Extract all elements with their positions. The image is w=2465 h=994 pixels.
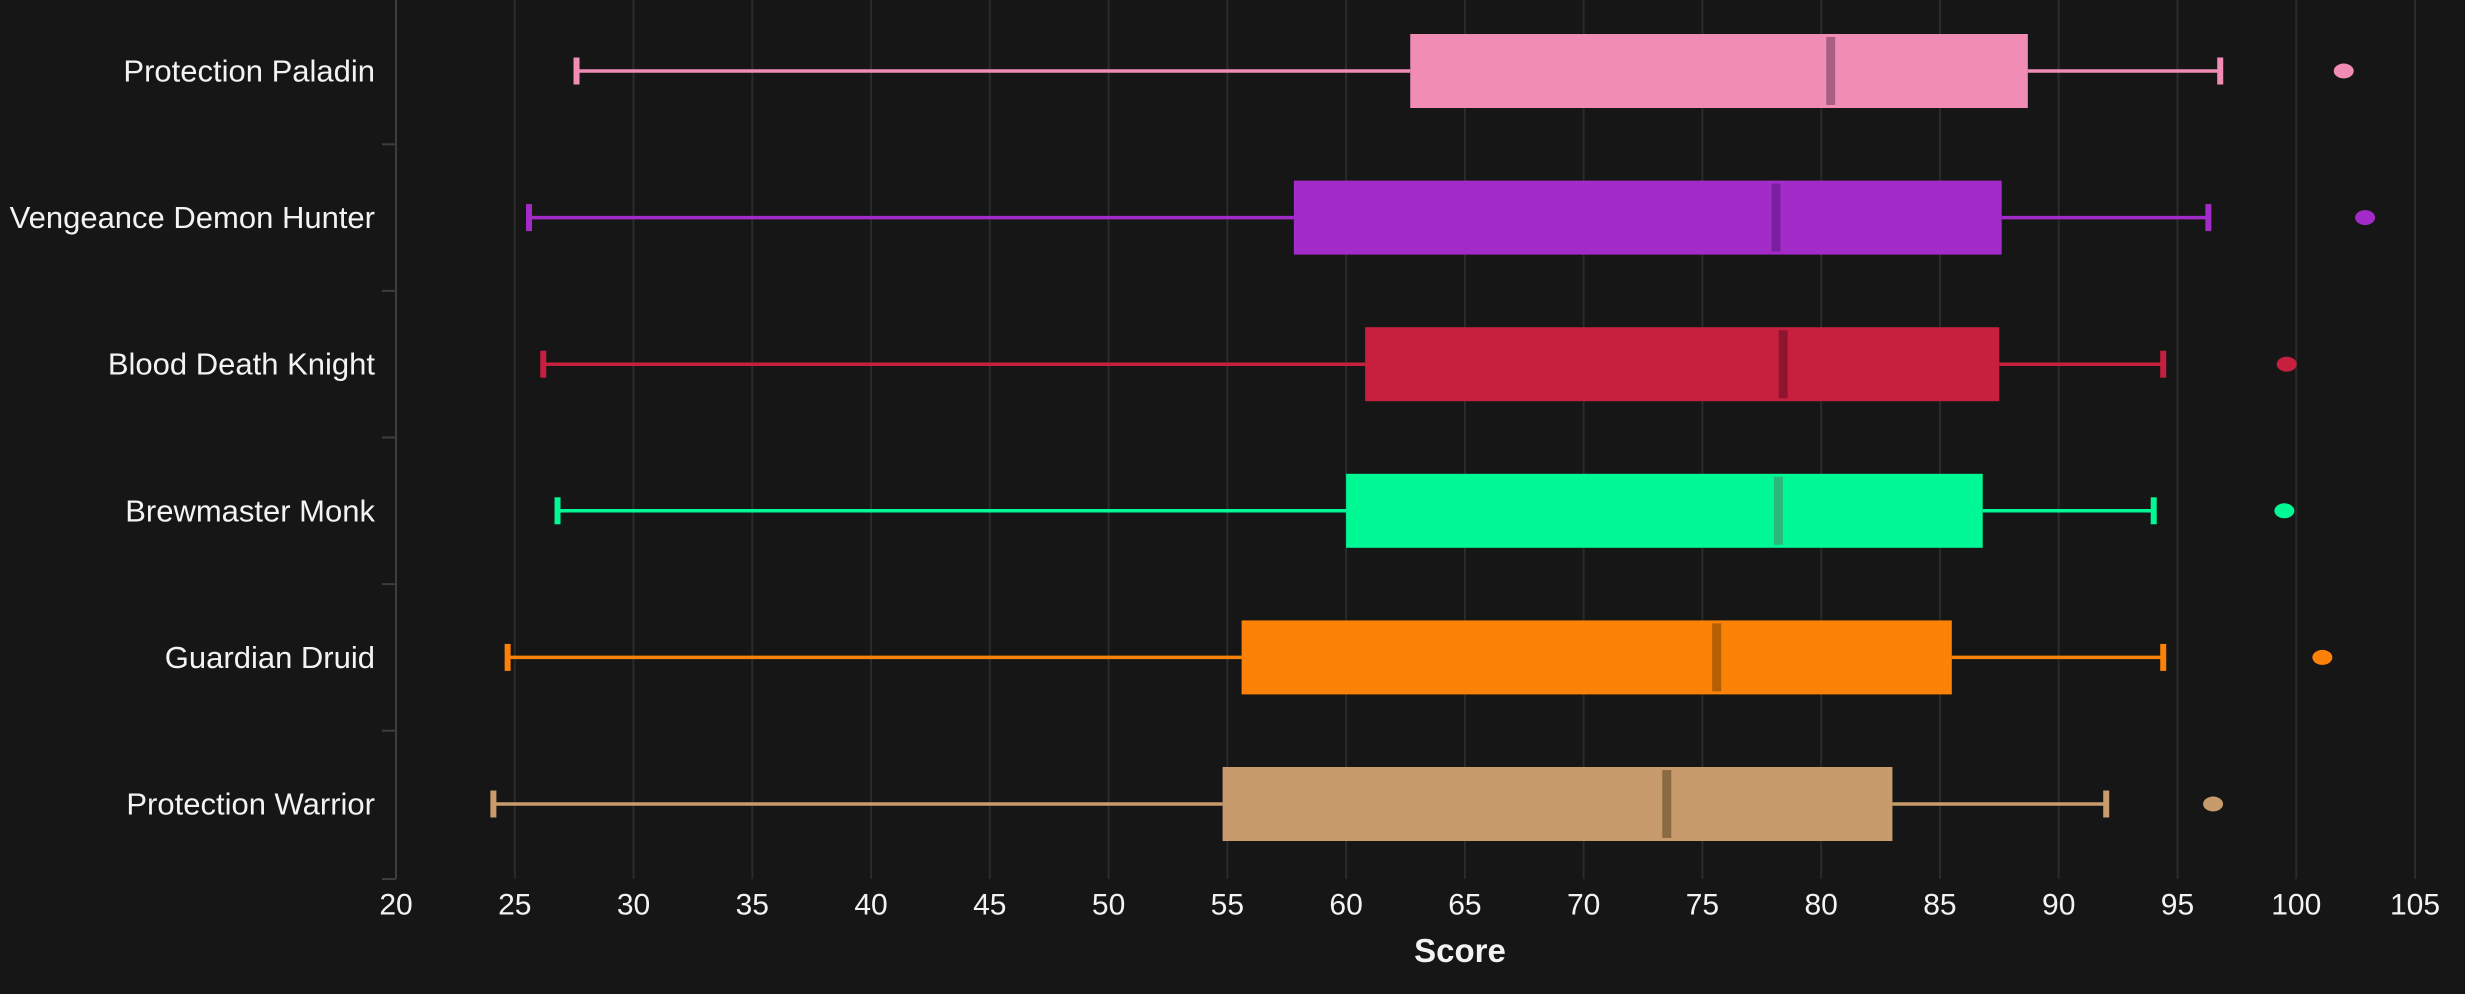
x-tick-label: 50: [1092, 889, 1125, 922]
x-tick-label: 80: [1804, 889, 1837, 922]
box: [1241, 620, 1952, 695]
x-tick-label: 95: [2161, 889, 2194, 922]
outlier-dot: [2276, 356, 2297, 372]
category-label: Blood Death Knight: [108, 347, 376, 382]
x-tick-label: 105: [2390, 889, 2440, 922]
outlier-dot: [2312, 649, 2333, 665]
box: [1346, 473, 1983, 548]
x-tick-label: 100: [2271, 889, 2321, 922]
x-tick-label: 40: [854, 889, 887, 922]
outlier-dot: [2355, 210, 2376, 226]
box: [1293, 180, 2002, 255]
x-tick-label: 35: [736, 889, 769, 922]
outlier-dot: [2333, 63, 2354, 79]
x-axis-title: Score: [1414, 932, 1506, 969]
x-tick-label: 30: [617, 889, 650, 922]
x-tick-label: 85: [1923, 889, 1956, 922]
box: [1410, 34, 2028, 108]
x-tick-label: 55: [1211, 889, 1244, 922]
x-tick-label: 90: [2042, 889, 2075, 922]
x-tick-label: 60: [1329, 889, 1362, 922]
category-label: Protection Paladin: [123, 54, 375, 89]
box: [1365, 327, 2000, 402]
x-tick-label: 20: [379, 889, 412, 922]
x-tick-label: 25: [498, 889, 531, 922]
x-tick-label: 65: [1448, 889, 1481, 922]
x-tick-label: 70: [1567, 889, 1600, 922]
x-tick-label: 45: [973, 889, 1006, 922]
x-tick-label: 75: [1686, 889, 1719, 922]
outlier-dot: [2274, 503, 2295, 519]
category-label: Guardian Druid: [165, 640, 375, 675]
outlier-dot: [2203, 796, 2224, 812]
category-label: Protection Warrior: [126, 787, 375, 822]
box: [1222, 767, 1893, 841]
category-label: Vengeance Demon Hunter: [10, 200, 375, 235]
category-label: Brewmaster Monk: [125, 493, 375, 528]
